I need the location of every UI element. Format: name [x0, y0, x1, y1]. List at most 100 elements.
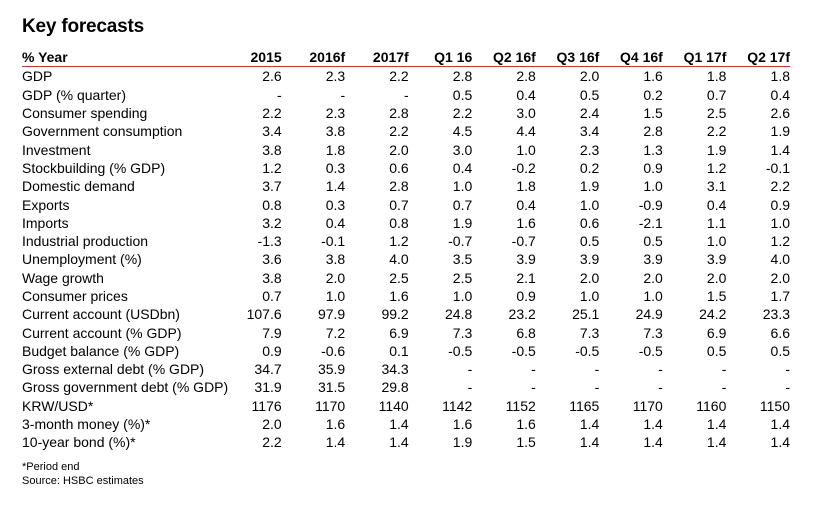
row-label: Unemployment (%)	[22, 251, 142, 268]
table-notes: *Period end Source: HSBC estimates	[22, 460, 144, 488]
table-row: Current account (% GDP) 7.9 7.2 6.9 7.3 6.8 7.…	[22, 323, 790, 341]
table-row: Wage growth 3.8 2.0 2.5 2.5 2.1 2.0 2.0 2.0 2.0	[22, 269, 790, 287]
row-label: 3-month money (%)*	[22, 416, 151, 433]
table-cell: 1.0	[770, 214, 790, 231]
table-cell: 1.3	[643, 141, 663, 158]
table-cell: 1.0	[452, 288, 473, 304]
table-cell: -	[721, 361, 727, 378]
table-cell: 1.4	[389, 434, 409, 451]
row-label: Current account (USDbn)	[22, 306, 180, 323]
table-cell: 2.1	[516, 269, 536, 286]
table-cell: -0.5	[638, 342, 663, 359]
table-cell: 3.9	[706, 251, 727, 268]
column-header: Q3 16f	[535, 48, 600, 68]
table-cell: 3.8	[262, 141, 282, 158]
table-row: Investment 3.8 1.8 2.0 3.0 1.0 2.3 1.3 1.9 1.4	[22, 140, 790, 158]
table-cell: 2.0	[325, 269, 346, 286]
table-cell: 0.8	[262, 196, 282, 213]
table-cell: 2.3	[579, 141, 600, 158]
table-cell: 1.5	[643, 105, 663, 122]
table-cell: -	[404, 86, 409, 103]
table-cell: 2.2	[706, 123, 727, 140]
row-label: Consumer spending	[22, 105, 148, 122]
table-cell: 0.2	[579, 159, 600, 176]
row-label: Exports	[22, 196, 70, 213]
table-cell: -0.9	[638, 196, 663, 213]
table-cell: 24.2	[699, 306, 727, 323]
table-row: Consumer spending 2.2 2.3 2.8 2.2 3.0 2.4 1.5 2.…	[22, 104, 790, 122]
table-cell: 34.7	[254, 361, 282, 378]
row-label: Gross government debt (% GDP)	[22, 379, 229, 396]
table-cell: 2.4	[579, 105, 600, 122]
table-cell: 1.1	[706, 214, 727, 231]
table-cell: 2.0	[579, 68, 600, 85]
table-cell: 35.9	[317, 361, 346, 378]
table-row: 10-year bond (%)* 2.2 1.4 1.4 1.9 1.5 1.4 1.4 1.…	[22, 433, 790, 451]
table-cell: 0.9	[262, 342, 282, 359]
table-cell: 1.6	[643, 68, 663, 85]
table-cell: 1.4	[579, 434, 600, 451]
table-cell: 1.4	[706, 434, 727, 451]
table-cell: 99.2	[381, 306, 409, 323]
table-cell: 0.6	[389, 159, 409, 176]
table-cell: 23.3	[762, 306, 790, 323]
table-cell: 2.8	[389, 178, 409, 195]
column-header: 2017f	[345, 48, 409, 68]
table-cell: 24.9	[635, 306, 663, 323]
table-cell: 0.5	[579, 233, 600, 250]
table-cell: 0.3	[325, 196, 346, 213]
table-cell: 34.3	[381, 361, 409, 378]
table-cell: -	[531, 361, 536, 378]
table-cell: 3.4	[262, 123, 282, 140]
table-cell: 3.6	[262, 251, 282, 268]
table-cell: 25.1	[572, 306, 600, 323]
table-cell: 2.0	[643, 269, 663, 286]
table-cell: 1.2	[770, 233, 790, 250]
table-cell: 1.4	[643, 434, 663, 451]
table-row: Industrial production -1.3 -0.1 1.2 -0.7 -0.7…	[22, 232, 790, 250]
table-cell: 1.9	[452, 434, 473, 451]
table-cell: 3.4	[579, 123, 600, 140]
table-cell: 3.8	[325, 123, 346, 140]
table-cell: 1165	[569, 397, 600, 414]
row-label: Gross external debt (% GDP)	[22, 361, 205, 378]
table-cell: 1152	[505, 397, 536, 414]
table-cell: 3.7	[262, 178, 282, 195]
table-cell: 3.9	[579, 251, 600, 268]
table-cell: 0.4	[325, 214, 346, 231]
table-row: 3-month money (%)* 2.0 1.6 1.4 1.6 1.6 1.4 1.4 1…	[22, 415, 790, 433]
table-cell: 1.4	[389, 416, 409, 433]
table-cell: 1.6	[325, 416, 346, 433]
table-row: GDP (% quarter) - - - 0.5 0.4 0.5 0.2 0.7 0.4	[22, 86, 790, 104]
table-cell: 3.9	[516, 251, 536, 268]
table-cell: 0.1	[389, 342, 409, 359]
table-cell: -0.5	[575, 342, 600, 359]
source-note: Source: HSBC estimates	[22, 475, 144, 487]
table-cell: 0.9	[516, 288, 536, 304]
table-cell: 1.0	[706, 233, 727, 250]
table-cell: 1.0	[643, 288, 663, 304]
page-title: Key forecasts	[22, 16, 145, 37]
row-label: 10-year bond (%)*	[22, 434, 136, 451]
table-cell: 1160	[696, 397, 727, 414]
table-cell: -	[467, 361, 473, 378]
table-cell: -0.7	[448, 233, 473, 250]
table-cell: 1.8	[706, 68, 727, 85]
table-cell: 0.4	[770, 86, 790, 103]
table-cell: 2.2	[389, 68, 409, 85]
table-cell: 1.4	[770, 434, 790, 451]
table-cell: -0.1	[321, 233, 346, 250]
table-row: Exports 0.8 0.3 0.7 0.7 0.4 1.0 -0.9 0.4 0.9	[22, 195, 790, 213]
table-cell: 0.4	[706, 196, 727, 213]
row-label: Investment	[22, 141, 91, 158]
table-cell: 1.2	[706, 159, 727, 176]
table-cell: 1.4	[643, 416, 663, 433]
table-cell: 0.9	[643, 159, 663, 176]
table-cell: 1170	[632, 397, 663, 414]
table-cell: 7.3	[452, 324, 473, 341]
table-cell: 1.9	[706, 141, 727, 158]
table-cell: 6.6	[770, 324, 790, 341]
table-row: Gross government debt (% GDP) 31.9 31.5 29.…	[22, 378, 790, 396]
table-cell: 4.0	[770, 251, 790, 268]
table-cell: 3.1	[706, 178, 727, 195]
